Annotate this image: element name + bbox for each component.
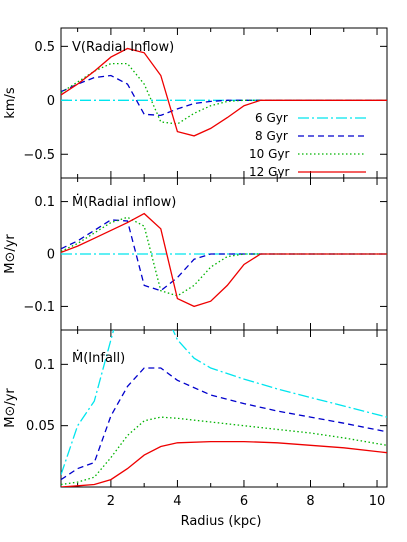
tick-marks (61, 178, 387, 330)
series-line-0 (61, 330, 387, 475)
x-tick-label: 2 (107, 494, 115, 509)
legend-label-10gyr: 10 Gyr (249, 147, 289, 161)
y-tick-label: 0 (47, 248, 55, 263)
x-tick-label: 10 (369, 494, 386, 509)
panel-title: V(Radial Inflow) (72, 40, 174, 55)
series-line-3 (61, 47, 387, 137)
x-tick-labels: 2 4 6 8 10 (107, 494, 386, 509)
legend-label-6gyr: 6 Gyr (255, 111, 288, 125)
series-line-2 (61, 62, 387, 125)
y-tick-labels: −0.1 0 0.1 (23, 195, 55, 315)
y-tick-label: 0 (47, 94, 55, 109)
y-axis-label: M⊙/yr (3, 234, 18, 274)
series-line-3 (61, 440, 387, 487)
y-tick-labels: 0.05 0.1 (26, 358, 55, 434)
y-tick-label: 0.1 (34, 358, 55, 373)
series-line-2 (61, 416, 387, 486)
panel-title: Ṁ(Infall) (72, 350, 125, 366)
legend-label-12gyr: 12 Gyr (249, 165, 289, 179)
legend-label-8gyr: 8 Gyr (255, 129, 288, 143)
tick-marks (61, 330, 387, 487)
x-tick-label: 4 (173, 494, 181, 509)
y-tick-label: −0.1 (23, 300, 55, 315)
panel-frame (60, 329, 388, 488)
y-tick-label: −0.5 (23, 148, 55, 163)
panel-title: Ṁ(Radial inflow) (72, 194, 176, 210)
y-axis-label: M⊙/yr (3, 388, 18, 428)
series-line-1 (61, 367, 387, 481)
x-tick-label: 6 (240, 494, 248, 509)
series-lines (61, 212, 387, 308)
y-tick-labels: −0.5 0 0.5 (23, 40, 55, 163)
x-axis-label: Radius (kpc) (181, 514, 262, 529)
panel-radial-inflow-rate: Ṁ(Radial inflow) −0.1 0 0.1 M⊙/yr (3, 177, 388, 331)
y-tick-label: 0.1 (34, 195, 55, 210)
y-tick-label: 0.05 (26, 419, 55, 434)
series-line-2 (61, 216, 387, 297)
series-lines (61, 330, 387, 487)
panel-infall-rate: Ṁ(Infall) 0.05 0.1 M⊙/yr 2 4 6 8 10 Radi… (3, 329, 388, 529)
x-tick-label: 8 (306, 494, 314, 509)
y-tick-label: 0.5 (34, 40, 55, 55)
series-lines (61, 47, 387, 137)
panel-radial-inflow-velocity: V(Radial Inflow) −0.5 0 0.5 km/s 6 Gyr 8… (3, 27, 388, 179)
series-line-1 (61, 74, 387, 117)
y-axis-label: km/s (3, 87, 18, 119)
series-line-3 (61, 212, 387, 308)
legend: 6 Gyr 8 Gyr 10 Gyr 12 Gyr (249, 111, 366, 179)
